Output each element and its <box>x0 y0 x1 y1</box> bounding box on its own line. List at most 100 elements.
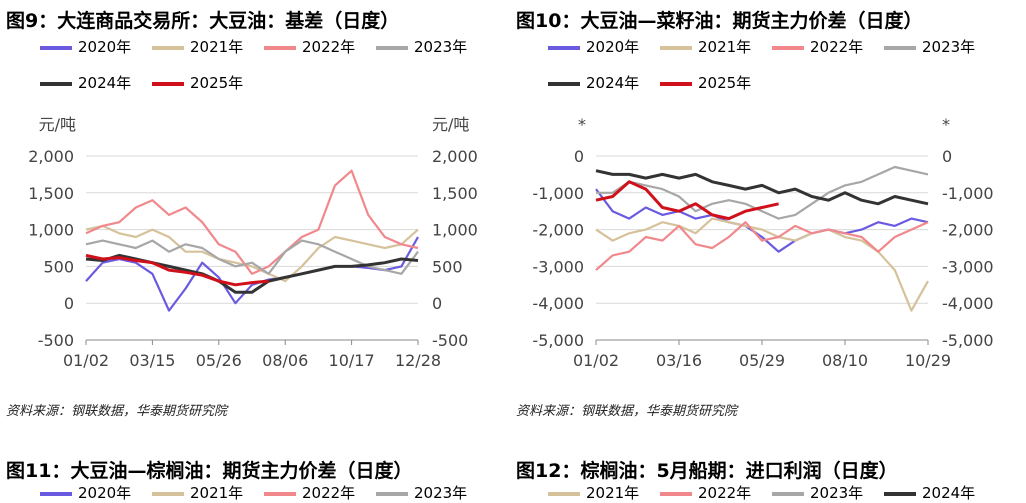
legend-swatch <box>884 45 916 50</box>
y-tick-label-right: 0 <box>432 294 442 313</box>
y-axis-label-right: * <box>942 115 950 134</box>
legend-label: 2023年 <box>414 38 468 56</box>
legend-label: 2024年 <box>586 74 640 92</box>
legend-label: 2021年 <box>586 484 640 502</box>
y-tick-label-right: 1,500 <box>432 184 478 203</box>
legend-swatch <box>152 45 184 50</box>
y-tick-label: 1,000 <box>28 221 74 240</box>
chart-source: 资料来源：钢联数据，华泰期货研究院 <box>516 404 738 419</box>
x-tick-label: 03/16 <box>656 351 702 370</box>
legend-swatch <box>772 45 804 50</box>
y-tick-label-right: -3,000 <box>942 257 994 276</box>
legend-label: 2020年 <box>78 484 132 502</box>
y-tick-label-right: -500 <box>432 331 468 350</box>
series-line-2025年 <box>595 180 779 221</box>
chart-legend: 2020年 2021年 2022年 2023年 2024年 2025年 <box>548 36 1008 96</box>
legend-label: 2025年 <box>698 74 752 92</box>
series-line-2024年 <box>595 169 929 206</box>
x-tick-label: 10/17 <box>329 351 375 370</box>
legend-swatch <box>264 45 296 50</box>
legend-label: 2020年 <box>78 38 132 56</box>
legend-label: 2023年 <box>922 38 976 56</box>
legend-swatch <box>152 81 184 86</box>
legend-label: 2024年 <box>78 74 132 92</box>
series-line-2022年 <box>595 221 929 271</box>
y-tick-label: -500 <box>38 331 74 350</box>
x-tick-label: 08/06 <box>262 351 308 370</box>
legend-swatch <box>376 45 408 50</box>
y-tick-label: 0 <box>574 147 584 166</box>
x-tick-label: 03/15 <box>129 351 175 370</box>
legend-label: 2021年 <box>190 38 244 56</box>
series-line-2021年 <box>85 224 419 283</box>
chart-title: 图10：大豆油—菜籽油：期货主力价差（日度） <box>516 10 923 32</box>
legend-item-2020: 2020年 <box>40 36 131 57</box>
y-tick-label: 2,000 <box>28 147 74 166</box>
legend-item-2025: 2025年 <box>660 72 751 93</box>
legend-label: 2023年 <box>414 484 468 502</box>
y-tick-label-right: 1,000 <box>432 221 478 240</box>
legend-swatch <box>548 45 580 50</box>
legend-item-2025: 2025年 <box>152 72 243 93</box>
y-tick-label: 500 <box>43 257 74 276</box>
series-line-2023年 <box>596 165 929 220</box>
chart-title: 图9：大连商品交易所：大豆油：基差（日度） <box>6 10 400 32</box>
y-tick-label: 1,500 <box>28 184 74 203</box>
y-tick-label-right: 500 <box>432 257 463 276</box>
legend-label: 2022年 <box>698 484 752 502</box>
legend-label: 2023年 <box>810 484 864 502</box>
series-line-2022年 <box>85 169 419 275</box>
legend-item-2021: 2021年 <box>660 36 751 57</box>
y-tick-label: -4,000 <box>532 294 584 313</box>
x-tick-label: 05/29 <box>739 351 785 370</box>
legend-item-2024: 2024年 <box>40 72 131 93</box>
y-tick-label-right: -1,000 <box>942 184 994 203</box>
legend-label: 2021年 <box>190 484 244 502</box>
legend-item-2020: 2020年 <box>548 36 639 57</box>
y-tick-label: -3,000 <box>532 257 584 276</box>
y-tick-label: 0 <box>64 294 74 313</box>
legend-label: 2022年 <box>302 38 356 56</box>
x-tick-label: 10/29 <box>905 351 951 370</box>
legend-item-2023: 2023年 <box>376 482 467 503</box>
y-tick-label-right: -4,000 <box>942 294 994 313</box>
chart-legend: 2021年 2022年 2023年 2024年 <box>548 482 1008 502</box>
legend-label: 2020年 <box>586 38 640 56</box>
series-line-2020年 <box>85 236 419 312</box>
chart-title: 图11：大豆油—棕榈油：期货主力价差（日度） <box>6 460 413 482</box>
series-line-2021年 <box>595 217 929 312</box>
chart-legend: 2020年 2021年 2022年 2023年 <box>40 482 500 502</box>
y-tick-label-right: 0 <box>942 147 952 166</box>
legend-item-2024: 2024年 <box>884 482 975 503</box>
y-axis-label-right: 元/吨 <box>432 115 469 134</box>
y-tick-label: -1,000 <box>532 184 584 203</box>
legend-label: 2022年 <box>302 484 356 502</box>
legend-item-2023: 2023年 <box>884 36 975 57</box>
legend-item-2022: 2022年 <box>660 482 751 503</box>
legend-item-2020: 2020年 <box>40 482 131 503</box>
series-line-2025年 <box>85 253 269 287</box>
chart-legend: 2020年 2021年 2022年 2023年 2024年 2025年 <box>40 36 500 96</box>
legend-swatch <box>40 81 72 86</box>
legend-item-2023: 2023年 <box>376 36 467 57</box>
legend-item-2023: 2023年 <box>772 482 863 503</box>
legend-swatch <box>548 81 580 86</box>
chart-svg: -5,000 -5,000 -4,000 -4,000 -3,000 -3,000 -2,0… <box>532 115 994 370</box>
chart-title: 图12：棕榈油：5月船期：进口利润（日度） <box>516 460 898 482</box>
x-tick-label: 08/10 <box>822 351 868 370</box>
y-axis-label: 元/吨 <box>39 115 76 134</box>
legend-swatch <box>40 45 72 50</box>
legend-swatch <box>660 81 692 86</box>
legend-label: 2021年 <box>698 38 752 56</box>
y-axis-label: * <box>578 115 586 134</box>
legend-item-2022: 2022年 <box>264 482 355 503</box>
y-tick-label: -2,000 <box>532 221 584 240</box>
chart-svg: -500 -500 0 0 500 500 1,000 1,000 1,500 1,500 2,00… <box>28 115 478 370</box>
legend-item-2021: 2021年 <box>152 36 243 57</box>
legend-item-2022: 2022年 <box>264 36 355 57</box>
series-line-2020年 <box>595 188 929 253</box>
x-tick-label: 12/28 <box>395 351 441 370</box>
legend-label: 2024年 <box>922 484 976 502</box>
legend-swatch <box>660 45 692 50</box>
legend-item-2021: 2021年 <box>548 482 639 503</box>
